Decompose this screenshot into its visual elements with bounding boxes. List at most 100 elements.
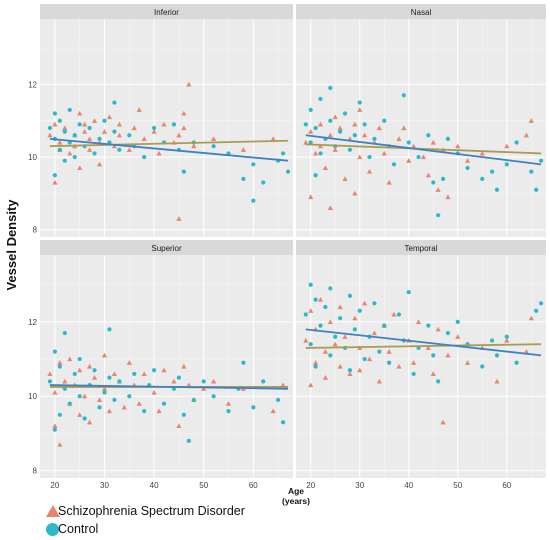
- data-point-control: [171, 122, 177, 127]
- data-point-sz: [381, 150, 387, 156]
- data-point-control: [445, 330, 451, 336]
- data-point-sz: [479, 150, 485, 156]
- data-point-sz: [352, 121, 358, 127]
- data-point-sz: [96, 397, 103, 403]
- data-point-control: [82, 416, 87, 421]
- data-point-sz: [386, 179, 392, 185]
- data-point-sz: [136, 107, 142, 112]
- data-point-sz: [332, 114, 338, 120]
- data-point-control: [382, 118, 387, 123]
- data-point-control: [357, 308, 362, 313]
- data-point-sz: [415, 319, 422, 324]
- data-point-control: [318, 323, 323, 328]
- regression-line-control: [49, 138, 289, 162]
- data-point-sz: [445, 194, 451, 200]
- data-point-control: [338, 316, 343, 321]
- data-point-control: [313, 364, 318, 369]
- data-point-control: [62, 158, 67, 163]
- data-point-control: [112, 129, 117, 134]
- x-tick-label: 50: [199, 481, 208, 490]
- data-point-control: [534, 308, 539, 313]
- regression-line-sz: [305, 143, 542, 155]
- data-point-sz: [313, 150, 319, 156]
- data-point-control: [534, 187, 539, 192]
- data-point-control: [406, 140, 411, 145]
- data-point-control: [504, 334, 509, 339]
- data-point-sz: [101, 129, 108, 134]
- data-point-sz: [270, 408, 276, 414]
- data-point-sz: [523, 132, 529, 138]
- data-point-control: [57, 118, 62, 123]
- data-point-sz: [57, 441, 63, 447]
- data-point-control: [333, 334, 338, 339]
- data-point-control: [226, 409, 231, 414]
- panel-strip-inferior: [40, 4, 293, 19]
- data-point-sz: [116, 121, 122, 127]
- data-point-control: [132, 371, 137, 377]
- data-point-control: [440, 176, 446, 181]
- data-point-sz: [337, 304, 343, 310]
- data-point-control: [416, 154, 421, 160]
- data-point-control: [47, 125, 53, 131]
- data-point-sz: [455, 143, 461, 149]
- data-point-control: [318, 151, 323, 156]
- data-point-sz: [371, 330, 378, 336]
- data-point-sz: [211, 378, 217, 384]
- data-point-sz: [337, 125, 343, 131]
- data-point-sz: [317, 297, 324, 302]
- data-point-control: [313, 297, 318, 302]
- data-point-control: [251, 198, 256, 203]
- data-point-sz: [376, 378, 382, 384]
- data-point-sz: [391, 311, 397, 317]
- panel-title-temporal: Temporal: [405, 244, 438, 253]
- data-point-control: [328, 353, 333, 358]
- data-point-control: [445, 136, 451, 141]
- data-point-control: [97, 405, 102, 410]
- data-point-control: [538, 158, 544, 163]
- data-point-sz: [62, 378, 68, 384]
- data-point-sz: [313, 360, 319, 365]
- data-point-control: [352, 133, 357, 138]
- data-point-control: [52, 427, 57, 432]
- data-point-control: [176, 375, 182, 380]
- data-point-sz: [77, 367, 83, 373]
- data-point-sz: [455, 334, 461, 339]
- data-point-sz: [176, 216, 182, 221]
- data-point-control: [102, 118, 107, 123]
- data-point-sz: [420, 154, 427, 160]
- data-point-control: [396, 312, 402, 317]
- data-point-sz: [211, 136, 217, 141]
- x-tick-label: 20: [50, 481, 59, 490]
- regression-line-sz: [305, 343, 542, 349]
- data-point-sz: [303, 139, 309, 145]
- x-axis-title: Age: [288, 486, 304, 496]
- data-point-sz: [87, 419, 93, 425]
- panel-strip-temporal: [296, 240, 546, 255]
- data-point-control: [276, 397, 281, 403]
- data-point-sz: [352, 315, 358, 321]
- x-tick-label: 20: [306, 481, 315, 490]
- data-point-control: [303, 312, 308, 317]
- data-point-control: [92, 151, 97, 156]
- data-point-sz: [62, 125, 68, 131]
- data-point-sz: [347, 371, 353, 377]
- data-point-sz: [280, 382, 286, 388]
- data-point-sz: [121, 404, 127, 410]
- data-point-sz: [270, 136, 276, 141]
- data-point-sz: [357, 154, 363, 160]
- data-point-control: [514, 360, 519, 365]
- data-point-control: [347, 293, 353, 298]
- data-point-sz: [528, 118, 534, 123]
- data-point-sz: [141, 136, 147, 141]
- data-point-sz: [52, 423, 58, 429]
- data-point-control: [77, 356, 82, 362]
- data-point-sz: [332, 147, 338, 152]
- data-point-control: [107, 327, 112, 332]
- data-point-control: [280, 420, 286, 425]
- data-point-control: [97, 136, 102, 141]
- data-point-control: [117, 379, 122, 384]
- data-point-control: [77, 394, 82, 399]
- x-tick-label: 30: [100, 481, 109, 490]
- data-point-control: [261, 379, 266, 384]
- data-point-sz: [445, 352, 451, 358]
